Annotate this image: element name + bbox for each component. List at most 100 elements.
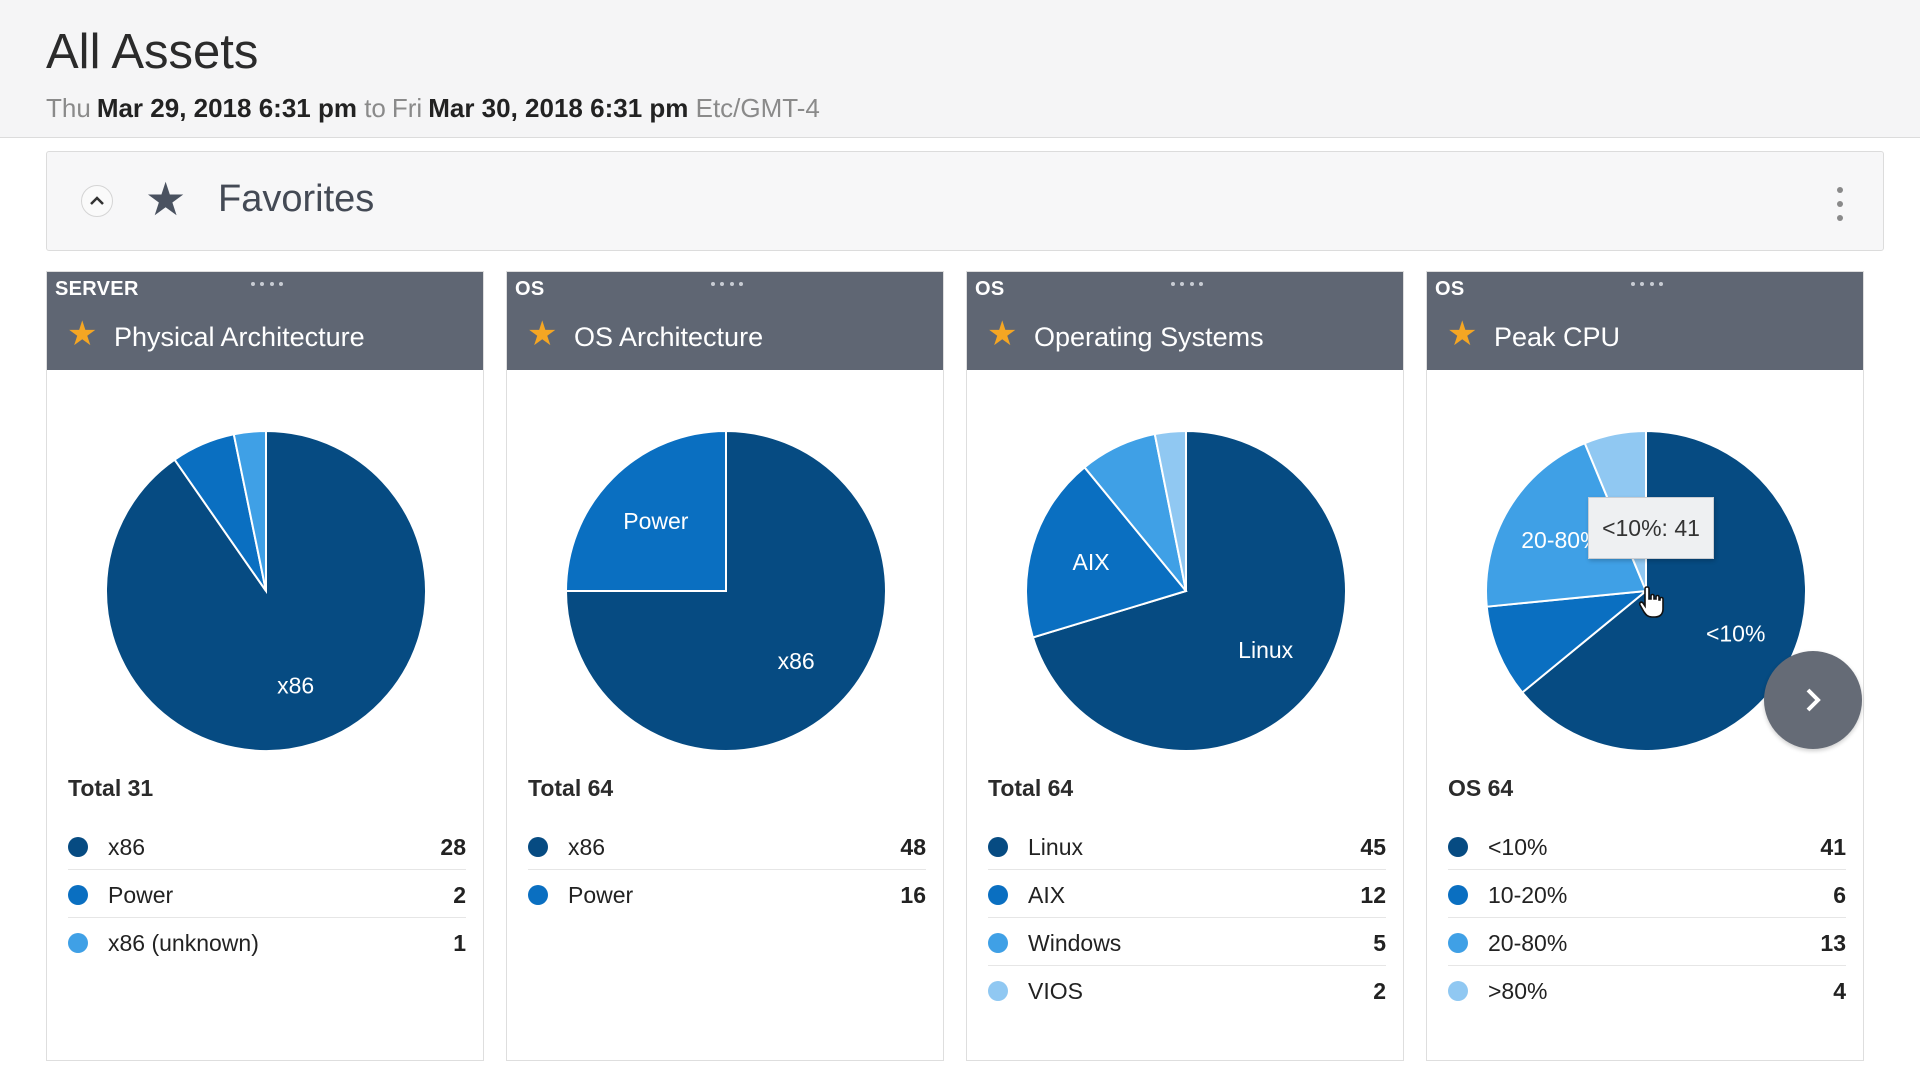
favorites-label: Favorites — [218, 178, 375, 220]
more-options-icon[interactable] — [1835, 187, 1845, 221]
widget-category: OS — [515, 278, 545, 300]
pie-slice-0[interactable] — [1031, 430, 1347, 752]
favorite-star-icon[interactable]: ★ — [527, 315, 558, 353]
pie-slice-1[interactable] — [1485, 589, 1650, 694]
widget-category: OS — [1435, 278, 1465, 300]
pie-chart[interactable]: <10% 20-80% — [1485, 430, 1807, 752]
next-button[interactable] — [1764, 651, 1862, 749]
legend-dot — [988, 837, 1008, 857]
legend-value: 16 — [900, 882, 926, 908]
legend-label: Windows — [1028, 930, 1122, 956]
favorite-star-icon[interactable]: ★ — [1447, 315, 1478, 353]
chevron-right-icon — [1806, 688, 1821, 712]
widget-category: SERVER — [55, 278, 139, 300]
chevron-up-icon — [90, 196, 104, 205]
widget-card-os-architecture: OS ★ OS Architecture x86 Power Total 64 x… — [506, 271, 944, 1061]
total-label: Total 31 — [68, 775, 154, 801]
legend-dot — [68, 837, 88, 857]
hand-cursor-icon — [1638, 586, 1664, 618]
legend-item[interactable]: <10% 41 — [1448, 823, 1846, 870]
legend-item[interactable]: Windows 5 — [988, 919, 1386, 966]
pie-slice-3[interactable] — [1153, 430, 1187, 592]
legend-label: <10% — [1488, 834, 1548, 860]
drag-handle-icon[interactable] — [711, 282, 743, 288]
slice-label: 20-80% — [1521, 527, 1600, 553]
chart-tooltip: <10%: 41 — [1588, 497, 1714, 559]
drag-handle-icon[interactable] — [1631, 282, 1663, 288]
legend-item[interactable]: >80% 4 — [1448, 967, 1846, 1013]
date-from-day: Thu — [46, 93, 91, 123]
slice-label: <10% — [1706, 620, 1765, 646]
legend-label: x86 — [108, 834, 146, 860]
slice-label: x86 — [277, 673, 314, 699]
legend-label: Linux — [1028, 834, 1083, 860]
pie-slice-2[interactable] — [1485, 441, 1648, 608]
widget-header: OS ★ Operating Systems — [967, 272, 1403, 370]
widget-header: OS ★ OS Architecture — [507, 272, 943, 370]
legend-label: 10-20% — [1488, 882, 1568, 908]
legend-item[interactable]: Power 2 — [68, 871, 466, 918]
drag-handle-icon[interactable] — [1171, 282, 1203, 288]
slice-label: AIX — [1073, 549, 1110, 575]
timezone: Etc/GMT-4 — [695, 93, 820, 123]
legend: x86 48 Power 16 — [528, 823, 926, 918]
legend-dot — [68, 933, 88, 953]
legend-item[interactable]: x86 48 — [528, 823, 926, 870]
legend-label: AIX — [1028, 882, 1066, 908]
slice-label: Power — [623, 508, 689, 534]
legend-item[interactable]: Power 16 — [528, 871, 926, 917]
legend-item[interactable]: 10-20% 6 — [1448, 871, 1846, 918]
favorite-star-icon[interactable]: ★ — [67, 315, 98, 353]
legend-value: 5 — [1373, 930, 1386, 956]
legend-value: 13 — [1820, 930, 1846, 956]
legend-dot — [988, 981, 1008, 1001]
pie-chart[interactable]: Linux AIX — [1025, 430, 1347, 752]
legend: <10% 41 10-20% 6 20-80% 13 >80% 4 — [1448, 823, 1846, 1014]
total-label: Total 64 — [988, 775, 1074, 801]
date-from: Mar 29, 2018 6:31 pm — [96, 93, 357, 123]
pie-chart[interactable]: x86 — [105, 430, 427, 752]
pie-slice-2[interactable] — [232, 430, 267, 592]
legend-label: x86 (unknown) — [108, 930, 259, 956]
legend-dot — [1448, 885, 1468, 905]
legend-value: 48 — [900, 834, 926, 860]
legend-item[interactable]: x86 28 — [68, 823, 466, 870]
legend-item[interactable]: x86 (unknown) 1 — [68, 919, 466, 965]
favorites-section-header: ★ Favorites — [46, 151, 1884, 251]
widget-header: SERVER ★ Physical Architecture — [47, 272, 483, 370]
collapse-button[interactable] — [81, 185, 113, 217]
legend-dot — [68, 885, 88, 905]
total-label: Total 64 — [528, 775, 614, 801]
legend-item[interactable]: AIX 12 — [988, 871, 1386, 918]
widget-card-physical-architecture: SERVER ★ Physical Architecture x86 Total… — [46, 271, 484, 1061]
slice-label: Linux — [1238, 637, 1293, 663]
pie-slice-1[interactable] — [1025, 465, 1188, 639]
pie-chart[interactable]: x86 Power — [565, 430, 887, 752]
legend-dot — [528, 837, 548, 857]
legend-label: x86 — [568, 834, 606, 860]
legend-item[interactable]: 20-80% 13 — [1448, 919, 1846, 966]
legend-dot — [528, 885, 548, 905]
widget-header: OS ★ Peak CPU — [1427, 272, 1863, 370]
legend-dot — [1448, 837, 1468, 857]
drag-handle-icon[interactable] — [251, 282, 283, 288]
legend-value: 6 — [1833, 882, 1846, 908]
legend-label: 20-80% — [1488, 930, 1568, 956]
legend-label: VIOS — [1028, 978, 1083, 1004]
date-to-day: Fri — [391, 93, 423, 123]
legend: x86 28 Power 2 x86 (unknown) 1 — [68, 823, 466, 966]
legend: Linux 45 AIX 12 Windows 5 VIOS 2 — [988, 823, 1386, 1014]
widget-category: OS — [975, 278, 1005, 300]
date-range[interactable]: Thu Mar 29, 2018 6:31 pm to Fri Mar 30, 201… — [46, 93, 826, 124]
legend-value: 4 — [1833, 978, 1846, 1004]
legend-value: 1 — [453, 930, 466, 956]
widget-title: OS Architecture — [574, 322, 764, 352]
legend-item[interactable]: Linux 45 — [988, 823, 1386, 870]
legend-value: 41 — [1820, 834, 1846, 860]
pie-slice-1[interactable] — [565, 430, 727, 592]
legend-item[interactable]: VIOS 2 — [988, 967, 1386, 1013]
favorite-star-icon[interactable]: ★ — [987, 315, 1018, 353]
legend-value: 2 — [453, 882, 466, 908]
legend-value: 45 — [1360, 834, 1386, 860]
widget-title: Peak CPU — [1494, 322, 1621, 352]
